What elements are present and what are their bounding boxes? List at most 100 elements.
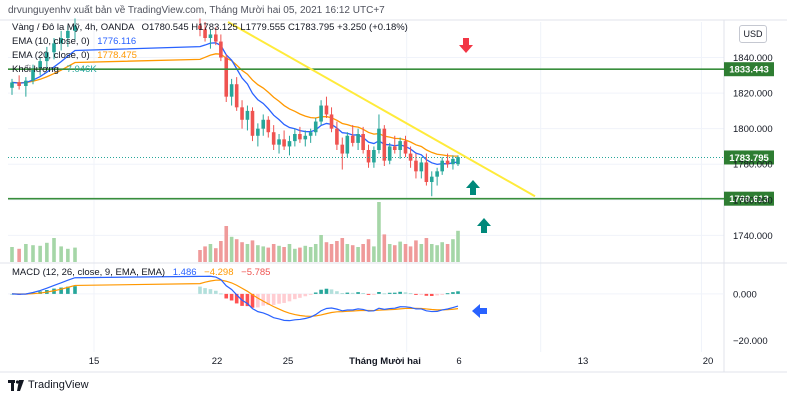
volume-bar	[335, 241, 339, 262]
arrow-shape	[459, 38, 473, 53]
price-tick-label: 1820.000	[733, 89, 773, 100]
macd-signal-line	[11, 279, 459, 317]
candle	[392, 135, 397, 154]
volume-legend[interactable]: Khối lượng 7.046K	[12, 64, 97, 75]
candle	[256, 123, 260, 147]
ema20-legend[interactable]: EMA (20, close, 0) 1778.475	[12, 50, 137, 61]
macd-hist-bar	[329, 289, 334, 294]
time-tick-label: 25	[283, 356, 294, 367]
candle-body	[335, 128, 339, 145]
volume-label: Khối lượng	[12, 64, 59, 75]
volume-value: 7.046K	[66, 64, 97, 75]
ema10-label: EMA (10, close, 0)	[12, 36, 90, 47]
candle	[261, 114, 266, 136]
candle	[198, 18, 202, 37]
last-price-label-bg	[724, 150, 774, 165]
macd-hist-bar	[313, 292, 318, 294]
candle-body	[240, 107, 244, 120]
volume-bar	[440, 242, 444, 262]
publisher-header: drvunguyenhv xuất bản về TradingView.com…	[8, 5, 385, 16]
ohlc-values: O1780.545 H1783.125 L1779.555 C1783.795 …	[141, 22, 408, 33]
volume-bar	[73, 247, 77, 262]
ema20-line	[11, 53, 459, 157]
ema10-legend[interactable]: EMA (10, close, 0) 1776.116	[12, 36, 136, 47]
macd-hist-bar	[303, 293, 308, 297]
candle-body	[203, 29, 207, 38]
volume-bar	[234, 239, 239, 262]
macd-hist-bar	[203, 288, 207, 294]
macd-hist-bar	[387, 292, 392, 294]
volume-bar	[424, 238, 429, 262]
volume-bar	[345, 244, 350, 262]
candle	[66, 25, 70, 47]
candle	[282, 130, 286, 150]
volume-bar	[403, 244, 408, 262]
candle-body	[224, 57, 229, 97]
candle-body	[208, 34, 213, 38]
arrow-shape	[477, 218, 491, 233]
candle-body	[340, 144, 345, 154]
candle-body	[456, 157, 460, 165]
candle-body	[17, 82, 21, 86]
volume-bar	[429, 244, 434, 262]
candle-body	[266, 119, 271, 133]
macd-legend[interactable]: MACD (12, 26, close, 9, EMA, EMA) 1.486 …	[12, 267, 270, 278]
volume-bar	[250, 240, 255, 262]
candle-body	[38, 61, 42, 69]
trend-line	[227, 21, 536, 198]
ema10-value: 1776.116	[97, 36, 137, 47]
candle	[329, 107, 334, 133]
level-price-label: 1760.613	[729, 194, 769, 205]
macd-hist-bar	[361, 292, 365, 294]
symbol-legend[interactable]: Vàng / Đô la Mỹ, 4h, OANDA O1780.545 H17…	[12, 22, 408, 33]
volume-bar	[372, 246, 376, 262]
candle-body	[31, 68, 35, 81]
macd-tick-label: 0.000	[733, 289, 757, 300]
candle-body	[345, 135, 350, 154]
volume-bar	[229, 236, 234, 262]
volume-bars	[10, 202, 460, 262]
candle	[356, 128, 360, 150]
symbol-name: Vàng / Đô la Mỹ, 4h, OANDA	[12, 22, 134, 33]
volume-bar	[45, 242, 49, 262]
candle-body	[73, 25, 77, 31]
candle	[52, 38, 56, 60]
macd-hist-bar	[245, 293, 250, 307]
volume-bar	[293, 248, 297, 262]
candle	[424, 153, 429, 186]
candle-body	[403, 141, 408, 154]
candle	[287, 135, 292, 156]
footer-brand[interactable]: TradingView	[8, 379, 89, 391]
volume-bar	[382, 234, 387, 262]
macd-hist-bar	[208, 289, 213, 294]
grid-lines	[8, 22, 725, 352]
volume-bar	[456, 230, 460, 262]
macd-hist-bar	[66, 286, 70, 294]
candle-body	[445, 160, 450, 165]
macd-hist-bar	[419, 293, 424, 295]
candle	[366, 144, 371, 168]
macd-hist-bar	[229, 293, 234, 301]
candle-body	[234, 84, 239, 108]
candle	[245, 105, 250, 131]
price-tick-label: 1760.000	[733, 195, 773, 206]
macd-hist-bar	[73, 286, 77, 294]
volume-bar	[350, 245, 355, 262]
macd-signal-value: −4.298	[204, 267, 234, 278]
candle-body	[392, 146, 397, 150]
currency-button[interactable]: USD	[739, 25, 767, 43]
candle-body	[293, 134, 297, 142]
level-price-label: 1833.443	[729, 65, 769, 76]
volume-bar	[240, 242, 244, 262]
macd-hist-bar	[282, 293, 286, 303]
candles	[10, 18, 460, 197]
candle-body	[398, 141, 402, 150]
candle-body	[66, 30, 70, 38]
tradingview-logo-icon	[8, 379, 24, 391]
macd-hist-bar	[298, 293, 302, 298]
macd-hist-bar	[214, 290, 218, 294]
volume-bar	[308, 247, 313, 262]
volume-bar	[451, 239, 455, 262]
time-axis: 15 22 25 Tháng Mười hai 6 13 20	[89, 356, 714, 367]
